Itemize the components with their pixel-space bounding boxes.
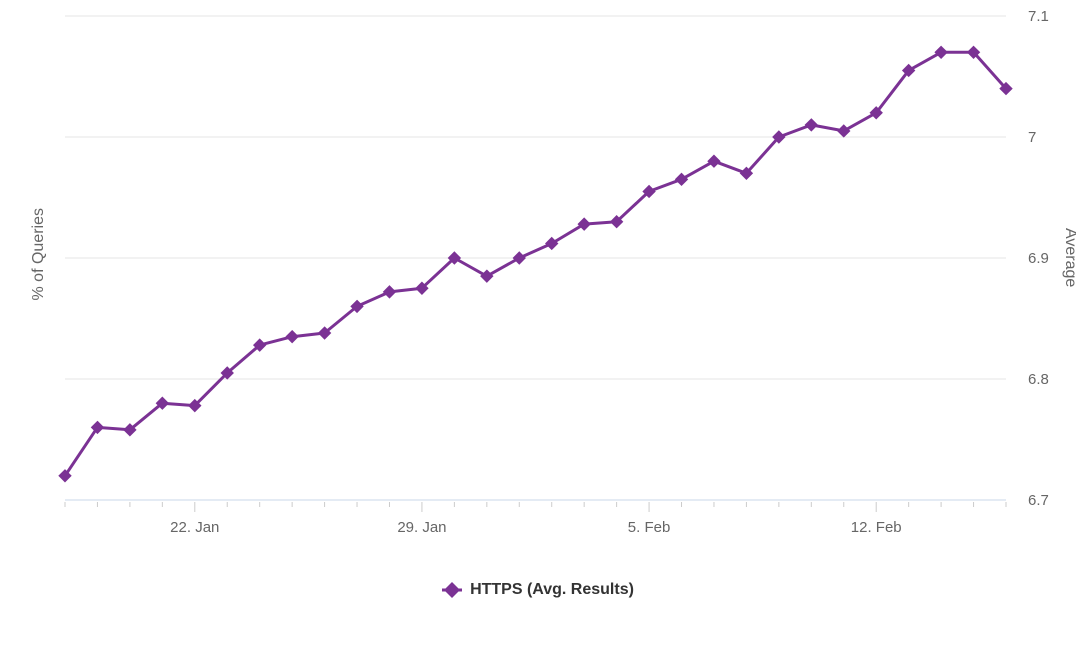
diamond-marker-icon <box>442 580 462 600</box>
data-point[interactable] <box>676 173 688 185</box>
data-point[interactable] <box>805 119 817 131</box>
y-tick-label: 6.8 <box>1028 371 1049 388</box>
data-point[interactable] <box>481 270 493 282</box>
legend-label: HTTPS (Avg. Results) <box>470 581 634 599</box>
y-axis-right-label: Average <box>1061 228 1076 287</box>
line-chart: 6.7 6.8 6.9 7 7.1 22. Jan 29. Jan 5. Feb 12. Feb <box>0 0 1076 645</box>
chart-container: 6.7 6.8 6.9 7 7.1 22. Jan 29. Jan 5. Feb 12. Feb… <box>0 0 1076 645</box>
x-tick-label: 29. Jan <box>397 519 446 536</box>
y-tick-label: 7.1 <box>1028 8 1049 25</box>
y-tick-label: 7 <box>1028 129 1036 146</box>
chart-legend: HTTPS (Avg. Results) <box>0 580 1076 600</box>
y-tick-label: 6.7 <box>1028 492 1049 509</box>
x-tick-label: 12. Feb <box>851 519 902 536</box>
data-point[interactable] <box>513 252 525 264</box>
y-axis-left-label: % of Queries <box>30 208 48 300</box>
data-point[interactable] <box>286 331 298 343</box>
x-tick-label: 22. Jan <box>170 519 219 536</box>
series-line-https <box>65 52 1006 476</box>
data-point[interactable] <box>708 155 720 167</box>
y-tick-label: 6.9 <box>1028 250 1049 267</box>
x-tick-label: 5. Feb <box>628 519 671 536</box>
data-point[interactable] <box>935 46 947 58</box>
data-point[interactable] <box>838 125 850 137</box>
data-point[interactable] <box>383 286 395 298</box>
legend-item-https: HTTPS (Avg. Results) <box>442 580 634 600</box>
